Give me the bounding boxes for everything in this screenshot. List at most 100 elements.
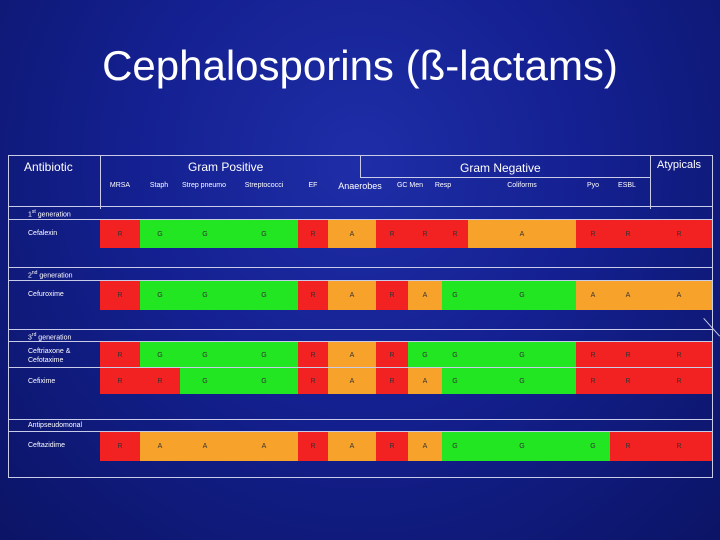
susceptibility-cell: A <box>328 368 376 394</box>
header-gram-negative: Gram Negative <box>460 161 541 175</box>
group-label: 2nd generation <box>28 270 73 280</box>
row-divider <box>8 367 713 368</box>
susceptibility-cell: G <box>442 342 468 368</box>
susceptibility-cell: R <box>100 432 140 461</box>
susceptibility-cell: R <box>298 281 328 310</box>
susceptibility-cell: R <box>646 368 712 394</box>
susceptibility-cell: R <box>576 342 610 368</box>
susceptibility-cell: A <box>610 281 646 310</box>
group-label: 3rd generation <box>28 332 72 342</box>
column-header-pyo: Pyo <box>586 182 600 189</box>
susceptibility-cell: R <box>298 220 328 248</box>
susceptibility-cell: G <box>180 342 230 368</box>
susceptibility-cell: G <box>576 432 610 461</box>
group-label: 1st generation <box>28 209 71 219</box>
susceptibility-cell: R <box>646 432 712 461</box>
group-divider <box>8 267 713 268</box>
susceptibility-cell: R <box>298 342 328 368</box>
header-divider-3 <box>360 177 650 178</box>
susceptibility-cell: G <box>468 432 576 461</box>
header-antibiotic: Antibiotic <box>24 160 73 174</box>
row-divider <box>8 280 713 281</box>
susceptibility-cell: R <box>100 281 140 310</box>
column-header-mrsa: MRSA <box>109 182 131 189</box>
susceptibility-cell: A <box>328 220 376 248</box>
drug-name: Cefixime <box>28 378 56 385</box>
column-header-ef: EF <box>308 182 318 189</box>
susceptibility-cell: A <box>328 281 376 310</box>
susceptibility-cell: R <box>610 220 646 248</box>
column-header-anaerobes: Anaerobes <box>338 181 382 191</box>
table-border-bottom <box>8 477 713 478</box>
susceptibility-cell: R <box>100 342 140 368</box>
susceptibility-cell: A <box>408 368 442 394</box>
susceptibility-cell: A <box>328 342 376 368</box>
susceptibility-cell: R <box>298 368 328 394</box>
group-divider <box>8 206 713 207</box>
susceptibility-cell: G <box>180 281 230 310</box>
susceptibility-cell: G <box>442 368 468 394</box>
susceptibility-cell: G <box>468 368 576 394</box>
header-gram-positive: Gram Positive <box>188 160 264 174</box>
susceptibility-cell: A <box>576 281 610 310</box>
slide-title: Cephalosporins (ß-lactams) <box>102 42 618 89</box>
susceptibility-cell: R <box>376 220 408 248</box>
susceptibility-cell: R <box>376 281 408 310</box>
column-header-resp: Resp <box>434 182 452 189</box>
susceptibility-cell: A <box>408 432 442 461</box>
row-divider <box>8 431 713 432</box>
susceptibility-cell: R <box>100 368 140 394</box>
table-border-left <box>8 155 9 478</box>
header-divider-2 <box>360 155 361 177</box>
susceptibility-cell: G <box>230 220 298 248</box>
column-header-coliforms: Coliforms <box>507 182 537 189</box>
group-divider <box>8 419 713 420</box>
susceptibility-cell: G <box>408 342 442 368</box>
susceptibility-cell: R <box>610 432 646 461</box>
susceptibility-cell: G <box>468 281 576 310</box>
susceptibility-cell: G <box>140 281 180 310</box>
row-divider <box>8 341 713 342</box>
group-divider <box>8 329 713 330</box>
drug-name: Ceftazidime <box>28 442 65 449</box>
header-atypicals: Atypicals <box>657 159 702 171</box>
group-label: Antipseudomonal <box>28 422 83 429</box>
column-header-gc-men: GC Men <box>396 182 424 189</box>
susceptibility-cell: A <box>328 432 376 461</box>
susceptibility-cell: R <box>140 368 180 394</box>
susceptibility-cell: A <box>646 281 712 310</box>
susceptibility-cell: G <box>442 432 468 461</box>
susceptibility-cell: G <box>442 281 468 310</box>
susceptibility-cell: R <box>610 342 646 368</box>
susceptibility-cell: A <box>468 220 576 248</box>
susceptibility-cell: G <box>230 342 298 368</box>
header-divider-4 <box>650 155 651 209</box>
column-header-staph: Staph <box>149 182 169 189</box>
susceptibility-cell: A <box>140 432 180 461</box>
susceptibility-cell: R <box>298 432 328 461</box>
susceptibility-cell: G <box>140 220 180 248</box>
susceptibility-cell: G <box>180 220 230 248</box>
drug-name: Cefalexin <box>28 230 58 237</box>
column-header-strep-pneumo: Strep pneumo <box>182 182 226 189</box>
susceptibility-cell: G <box>140 342 180 368</box>
susceptibility-cell: R <box>376 342 408 368</box>
susceptibility-cell: R <box>408 220 442 248</box>
susceptibility-cell: A <box>408 281 442 310</box>
row-divider <box>8 219 713 220</box>
susceptibility-cell: A <box>230 432 298 461</box>
column-header-esbl: ESBL <box>618 182 636 189</box>
susceptibility-cell: R <box>100 220 140 248</box>
drug-name: Cefuroxime <box>28 291 64 298</box>
susceptibility-cell: R <box>576 368 610 394</box>
susceptibility-cell: R <box>646 220 712 248</box>
susceptibility-cell: A <box>180 432 230 461</box>
column-header-streptococci: Streptococci <box>244 182 284 189</box>
drug-name: Ceftriaxone & Cefotaxime <box>28 348 71 364</box>
susceptibility-cell: G <box>230 281 298 310</box>
table-border-right <box>712 155 713 478</box>
susceptibility-cell: G <box>180 368 230 394</box>
header-divider-1 <box>100 155 101 209</box>
susceptibility-cell: R <box>646 342 712 368</box>
susceptibility-cell: G <box>230 368 298 394</box>
